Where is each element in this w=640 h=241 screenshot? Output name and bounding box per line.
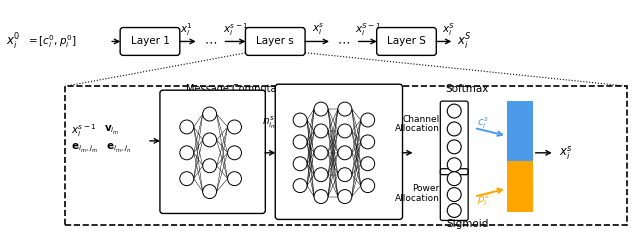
Text: $x_i^1$: $x_i^1$	[180, 21, 193, 38]
Text: $\mathbf{v}_{i_m}$: $\mathbf{v}_{i_m}$	[104, 124, 120, 137]
Circle shape	[293, 135, 307, 149]
Text: $\cdots$: $\cdots$	[337, 35, 351, 48]
Circle shape	[228, 120, 241, 134]
Text: $x_i^{s-1}$: $x_i^{s-1}$	[72, 122, 97, 139]
Circle shape	[361, 157, 374, 171]
Text: $x_i^s$: $x_i^s$	[559, 144, 573, 162]
FancyBboxPatch shape	[275, 84, 403, 219]
Text: Power: Power	[412, 184, 439, 193]
Text: $= [c_i^0, p_i^0]$: $= [c_i^0, p_i^0]$	[26, 33, 76, 50]
Text: Allocation: Allocation	[394, 194, 439, 203]
Circle shape	[228, 146, 241, 160]
Circle shape	[203, 185, 216, 199]
Circle shape	[314, 190, 328, 203]
Circle shape	[314, 124, 328, 138]
Text: $c_i^s$: $c_i^s$	[477, 115, 489, 131]
Circle shape	[293, 157, 307, 171]
Circle shape	[293, 113, 307, 127]
Text: Layer S: Layer S	[387, 36, 426, 47]
Circle shape	[338, 146, 352, 160]
Text: Message Computation: Message Computation	[186, 84, 295, 94]
Text: Layer s: Layer s	[257, 36, 294, 47]
Circle shape	[338, 102, 352, 116]
Text: $x_i^{S-1}$: $x_i^{S-1}$	[355, 21, 381, 38]
Circle shape	[361, 135, 374, 149]
Circle shape	[447, 187, 461, 201]
FancyBboxPatch shape	[377, 27, 436, 55]
Text: $n_{i_m}^s$: $n_{i_m}^s$	[262, 115, 278, 131]
Text: $\cdots$: $\cdots$	[204, 35, 217, 48]
Circle shape	[293, 179, 307, 193]
Text: $x_i^s$: $x_i^s$	[312, 22, 324, 37]
Text: $\mathbf{e}_{i_m,j_n}$: $\mathbf{e}_{i_m,j_n}$	[106, 141, 131, 154]
Text: Softmax: Softmax	[445, 84, 489, 94]
Circle shape	[203, 107, 216, 121]
Circle shape	[203, 133, 216, 147]
Circle shape	[447, 122, 461, 136]
Circle shape	[338, 168, 352, 182]
Bar	[507, 161, 532, 213]
FancyBboxPatch shape	[245, 27, 305, 55]
Circle shape	[180, 172, 194, 186]
Circle shape	[180, 146, 194, 160]
Text: Layer 1: Layer 1	[131, 36, 170, 47]
FancyBboxPatch shape	[120, 27, 180, 55]
Bar	[507, 101, 532, 161]
FancyBboxPatch shape	[160, 90, 266, 214]
Text: Allocation: Allocation	[394, 124, 439, 134]
Text: $p_i^s$: $p_i^s$	[477, 193, 490, 208]
Circle shape	[361, 113, 374, 127]
Circle shape	[447, 158, 461, 172]
Circle shape	[447, 172, 461, 186]
Circle shape	[314, 146, 328, 160]
Text: $x_i^S$: $x_i^S$	[442, 21, 455, 38]
Circle shape	[228, 172, 241, 186]
Text: $x_i^{s-1}$: $x_i^{s-1}$	[223, 21, 248, 38]
Circle shape	[314, 168, 328, 182]
Circle shape	[180, 120, 194, 134]
Circle shape	[447, 140, 461, 154]
Circle shape	[203, 159, 216, 173]
Text: $x_i^0$: $x_i^0$	[6, 31, 20, 52]
Circle shape	[338, 190, 352, 203]
FancyBboxPatch shape	[65, 86, 627, 225]
Text: Sigmoid: Sigmoid	[446, 219, 488, 229]
Circle shape	[314, 102, 328, 116]
Circle shape	[447, 203, 461, 217]
Text: Channel: Channel	[402, 114, 439, 123]
Circle shape	[361, 179, 374, 193]
Circle shape	[338, 124, 352, 138]
Circle shape	[447, 104, 461, 118]
Text: $x_i^S$: $x_i^S$	[457, 31, 472, 52]
Text: $\mathbf{e}_{i_m,j_m}$: $\mathbf{e}_{i_m,j_m}$	[72, 141, 98, 154]
